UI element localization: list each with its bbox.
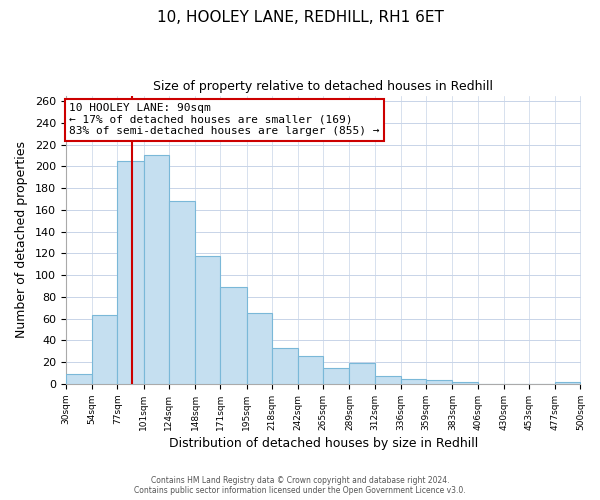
Bar <box>272 348 298 384</box>
Bar <box>143 156 169 384</box>
Bar <box>452 382 478 384</box>
Text: 10 HOOLEY LANE: 90sqm
← 17% of detached houses are smaller (169)
83% of semi-det: 10 HOOLEY LANE: 90sqm ← 17% of detached … <box>69 103 380 136</box>
Bar <box>169 201 195 384</box>
Text: 10, HOOLEY LANE, REDHILL, RH1 6ET: 10, HOOLEY LANE, REDHILL, RH1 6ET <box>157 10 443 25</box>
Bar <box>556 382 580 384</box>
Bar <box>323 368 349 384</box>
Bar <box>401 378 426 384</box>
Bar <box>220 287 247 384</box>
Bar <box>298 356 323 384</box>
Bar <box>118 161 143 384</box>
Bar <box>195 256 220 384</box>
Bar <box>92 316 118 384</box>
Bar <box>66 374 92 384</box>
Y-axis label: Number of detached properties: Number of detached properties <box>15 142 28 338</box>
Text: Contains HM Land Registry data © Crown copyright and database right 2024.
Contai: Contains HM Land Registry data © Crown c… <box>134 476 466 495</box>
Title: Size of property relative to detached houses in Redhill: Size of property relative to detached ho… <box>153 80 493 93</box>
X-axis label: Distribution of detached houses by size in Redhill: Distribution of detached houses by size … <box>169 437 478 450</box>
Bar <box>426 380 452 384</box>
Bar <box>349 364 374 384</box>
Bar <box>374 376 401 384</box>
Bar <box>247 313 272 384</box>
